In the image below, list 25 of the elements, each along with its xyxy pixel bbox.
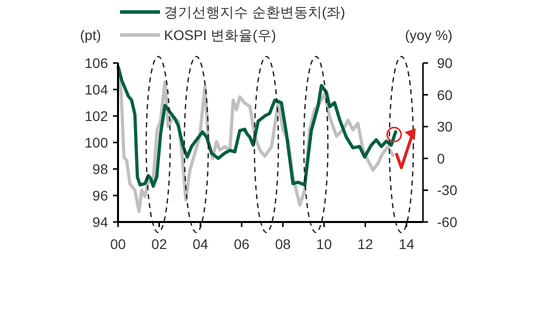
y2-tick-label: 90 (437, 55, 453, 71)
y-tick-label: 102 (84, 108, 108, 124)
legend-label: KOSPI 변화율(우) (164, 27, 276, 43)
y2-tick-label: 0 (437, 150, 445, 166)
y-tick-label: 94 (92, 214, 108, 230)
x-tick-label: 04 (192, 236, 208, 252)
legend-label: 경기선행지수 순환변동치(좌) (164, 4, 346, 20)
y-tick-label: 96 (92, 188, 108, 204)
y2-tick-label: -60 (437, 214, 458, 230)
x-tick-label: 00 (110, 236, 126, 252)
y-tick-label: 104 (84, 82, 108, 98)
y2-axis-title: (yoy %) (405, 27, 452, 43)
y-tick-label: 100 (84, 134, 108, 150)
x-tick-label: 10 (316, 236, 332, 252)
x-tick-label: 12 (358, 236, 374, 252)
y2-tick-label: 30 (437, 118, 453, 135)
x-tick-label: 06 (234, 236, 250, 252)
x-tick-label: 02 (151, 236, 168, 252)
y-axis-title: (pt) (80, 27, 101, 43)
x-tick-label: 14 (398, 236, 415, 252)
y2-tick-label: 60 (437, 86, 453, 103)
x-tick-label: 08 (275, 236, 291, 252)
y2-tick-label: -30 (437, 182, 458, 198)
y-tick-label: 98 (92, 161, 108, 177)
y-tick-label: 106 (84, 55, 108, 71)
